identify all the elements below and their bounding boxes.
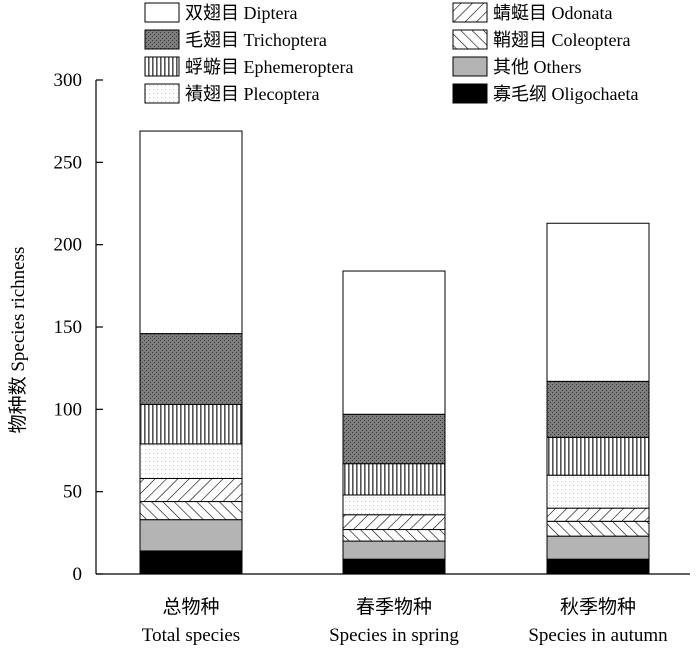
legend-item-odonata: 蜻蜓目 Odonata xyxy=(452,2,612,23)
legend-label: 寡毛纲 Oligochaeta xyxy=(493,84,638,104)
bar-segment-coleoptera xyxy=(139,501,243,521)
legend-swatch xyxy=(452,29,488,50)
y-tick-label: 150 xyxy=(54,317,83,338)
bar-segment-others xyxy=(546,535,650,560)
bar-segment-diptera xyxy=(342,270,446,415)
legend-swatch xyxy=(452,2,488,23)
bar-segment-plecoptera xyxy=(139,443,243,479)
bar-segment-odonata xyxy=(546,507,650,522)
y-tick-label: 200 xyxy=(54,235,83,256)
legend-label: 襀翅目 Plecoptera xyxy=(185,84,319,104)
bar-segment-plecoptera xyxy=(546,474,650,509)
bars xyxy=(139,130,650,575)
bar-segment-ephemeroptera xyxy=(139,403,243,445)
x-category-label-en: Species in spring xyxy=(329,625,459,646)
bar-stack-total-species xyxy=(139,130,243,575)
legend-swatch xyxy=(144,83,180,104)
legend-label: 双翅目 Diptera xyxy=(185,3,297,23)
bar-segment-oligochaeta xyxy=(546,558,650,575)
bar-segment-plecoptera xyxy=(342,494,446,516)
y-tick-label: 50 xyxy=(63,482,82,503)
legend-label: 其他 Others xyxy=(493,57,582,77)
y-axis-label: 物种数 Species richness xyxy=(7,247,29,434)
legend-item-ephemeroptera: 蜉蝣目 Ephemeroptera xyxy=(144,56,353,77)
bar-segment-odonata xyxy=(139,477,243,503)
bar-segment-odonata xyxy=(342,514,446,531)
x-category-label-zh: 春季物种 xyxy=(356,596,432,618)
legend-item-coleoptera: 鞘翅目 Coleoptera xyxy=(452,29,630,50)
bar-segment-oligochaeta xyxy=(139,550,243,575)
bar-segment-ephemeroptera xyxy=(546,436,650,476)
y-axis: 0 50 100 150 200 250 300 xyxy=(54,70,103,585)
x-category-label-zh: 秋季物种 xyxy=(560,596,636,618)
y-tick-label: 100 xyxy=(54,399,83,420)
legend-swatch xyxy=(452,56,488,77)
legend-item-diptera: 双翅目 Diptera xyxy=(144,2,297,23)
legend-item-plecoptera: 襀翅目 Plecoptera xyxy=(144,83,319,104)
bar-segment-trichoptera xyxy=(342,413,446,465)
bar-segment-oligochaeta xyxy=(342,558,446,575)
bar-segment-others xyxy=(342,540,446,560)
bar-segment-trichoptera xyxy=(546,380,650,438)
legend-item-oligochaeta: 寡毛纲 Oligochaeta xyxy=(452,83,638,104)
x-category-label-en: Species in autumn xyxy=(528,625,668,646)
legend-label: 鞘翅目 Coleoptera xyxy=(493,30,630,50)
legend-label: 毛翅目 Trichoptera xyxy=(185,30,327,50)
x-category-label-en: Total species xyxy=(142,625,240,646)
legend-swatch xyxy=(452,83,488,104)
y-tick-label: 250 xyxy=(54,152,83,173)
bar-segment-diptera xyxy=(546,222,650,382)
bar-segment-coleoptera xyxy=(546,520,650,537)
bar-stack-species-in-autumn xyxy=(546,222,650,575)
legend-item-others: 其他 Others xyxy=(452,56,582,77)
legend-swatch xyxy=(144,2,180,23)
bar-segment-coleoptera xyxy=(342,529,446,542)
bar-segment-trichoptera xyxy=(139,333,243,405)
legend-swatch xyxy=(144,29,180,50)
bar-stack-species-in-spring xyxy=(342,270,446,575)
x-category-label-zh: 总物种 xyxy=(162,596,219,618)
bar-segment-diptera xyxy=(139,130,243,335)
legend-item-trichoptera: 毛翅目 Trichoptera xyxy=(144,29,327,50)
legend: 双翅目 Diptera 蜻蜓目 Odonata 毛翅目 Trichoptera 鞘翅目… xyxy=(144,2,638,104)
legend-swatch xyxy=(144,56,180,77)
y-tick-label: 0 xyxy=(73,564,83,585)
bar-segment-others xyxy=(139,519,243,552)
bar-segment-ephemeroptera xyxy=(342,463,446,496)
x-axis: 总物种 Total species 春季物种 Species in spring 秋季物… xyxy=(96,573,690,646)
legend-label: 蜉蝣目 Ephemeroptera xyxy=(185,57,353,77)
y-tick-label: 300 xyxy=(54,70,83,91)
legend-label: 蜻蜓目 Odonata xyxy=(493,3,612,23)
